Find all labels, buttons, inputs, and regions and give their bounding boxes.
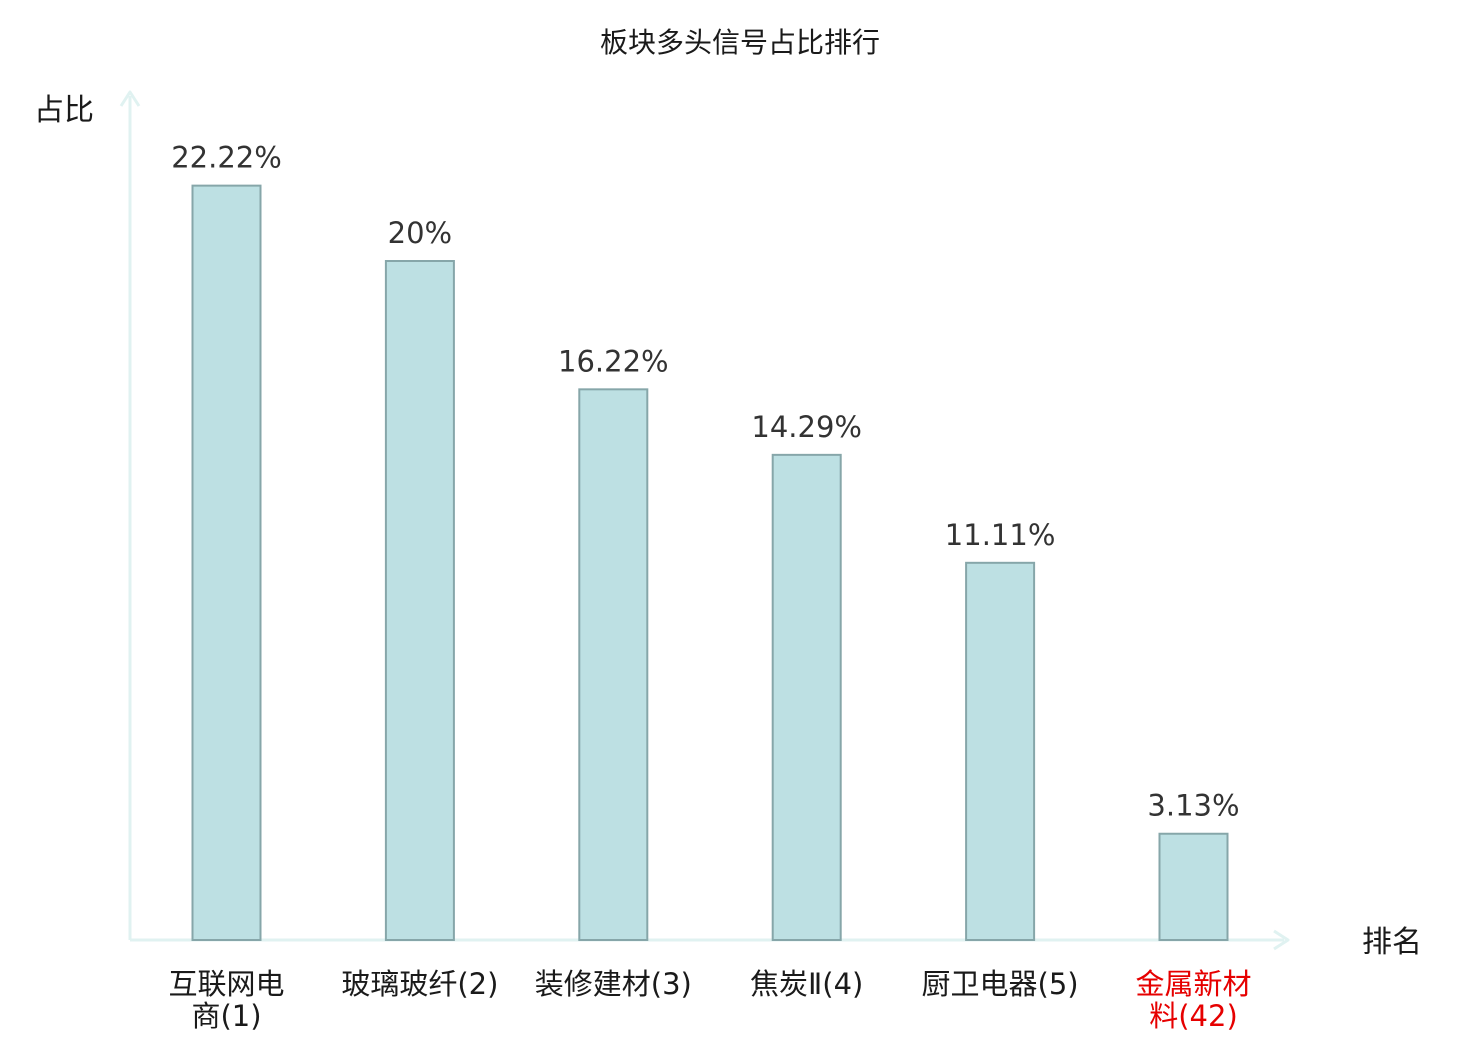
category-label: 金属新材料(42) [1135,967,1251,1033]
chart-title: 板块多头信号占比排行 [600,26,880,59]
category-label: 装修建材(3) [535,967,692,1001]
bar-value-label: 20% [388,216,452,250]
bar [384,260,455,941]
category-label-line: 焦炭Ⅱ(4) [750,967,863,1001]
category-label-line: 料(42) [1149,999,1238,1033]
category-label: 互联网电商(1) [168,967,284,1033]
category-label: 焦炭Ⅱ(4) [750,967,863,1001]
bar [1158,832,1229,942]
x-axis-label: 排名 [1362,925,1422,960]
y-axis-label: 占比 [34,93,94,128]
bar [191,184,262,942]
x-axis-arrow [1273,929,1290,951]
bars-group [191,184,1229,942]
category-label-line: 厨卫电器(5) [922,967,1079,1001]
bar-value-label: 3.13% [1147,789,1239,823]
bar-value-label: 11.11% [945,518,1056,552]
y-axis-arrow [119,90,141,107]
category-label-line: 商(1) [191,999,261,1033]
bar [578,388,649,941]
value-labels-group: 22.22% 20% 16.22% 14.29% 11.11% 3.13% [171,141,1239,823]
bar [965,561,1036,941]
category-label: 玻璃玻纤(2) [341,967,498,1001]
bar [771,453,842,941]
category-label: 厨卫电器(5) [922,967,1079,1001]
category-label-line: 金属新材 [1135,967,1251,1001]
axes [119,90,1290,951]
bar-value-label: 14.29% [751,410,862,444]
bar-value-label: 16.22% [558,344,669,378]
category-label-line: 玻璃玻纤(2) [341,967,498,1001]
category-label-line: 互联网电 [168,967,284,1001]
category-label-line: 装修建材(3) [535,967,692,1001]
category-labels-group: 互联网电商(1) 玻璃玻纤(2) 装修建材(3) 焦炭Ⅱ(4) 厨卫电器(5) 金属新材料… [168,967,1251,1033]
bar-value-label: 22.22% [171,141,282,175]
